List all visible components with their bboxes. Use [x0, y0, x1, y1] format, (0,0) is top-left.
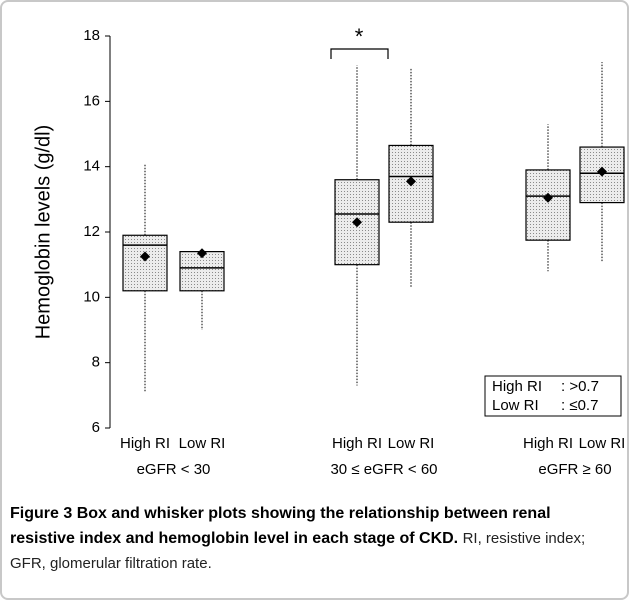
group-label: 30 ≤ eGFR < 60 [330, 461, 437, 478]
y-tick-label: 10 [83, 288, 100, 305]
legend-name: Low RI [492, 397, 539, 414]
box [122, 234, 168, 292]
group-label: eGFR ≥ 60 [538, 461, 611, 478]
legend-desc: : >0.7 [561, 378, 599, 395]
mean-marker [597, 166, 607, 177]
caption-title: Box and whisker plots showing the relati… [10, 505, 551, 547]
annotation: * [355, 24, 364, 49]
mean-marker [197, 248, 207, 259]
box [525, 169, 571, 241]
x-tick-label: Low RI [179, 435, 226, 452]
significance-bracket [330, 48, 389, 59]
legend-desc: : ≤0.7 [561, 397, 598, 414]
x-tick-label: Low RI [388, 435, 435, 452]
y-tick-label: 14 [83, 158, 100, 175]
mean-marker [140, 251, 150, 262]
caption-text: RI, resistive index; GFR, glomerular fil… [10, 530, 586, 572]
mean-marker [543, 192, 553, 203]
y-tick-label: 16 [83, 92, 100, 109]
y-axis-label: Hemoglobin levels (g/dl) [32, 125, 54, 340]
chart: Hemoglobin levels (g/dl) 6 8 10 12 14 16 18 Hig… [32, 24, 626, 478]
mean-marker [406, 176, 416, 187]
caption: Figure 3 Box and whisker plots showing t… [10, 501, 615, 576]
x-tick-label: High RI [523, 435, 573, 452]
caption-label: Figure 3 [10, 505, 73, 522]
y-tick-label: 18 [83, 27, 100, 44]
legend-name: High RI [492, 378, 542, 395]
y-tick-label: 6 [92, 419, 100, 436]
legend-box [484, 375, 622, 417]
x-tick-label: Low RI [579, 435, 626, 452]
group-label: eGFR < 30 [137, 461, 211, 478]
x-tick-label: High RI [332, 435, 382, 452]
y-tick-label: 8 [92, 354, 100, 371]
y-tick-label: 12 [83, 223, 100, 240]
x-tick-label: High RI [120, 435, 170, 452]
mean-marker [352, 217, 362, 228]
